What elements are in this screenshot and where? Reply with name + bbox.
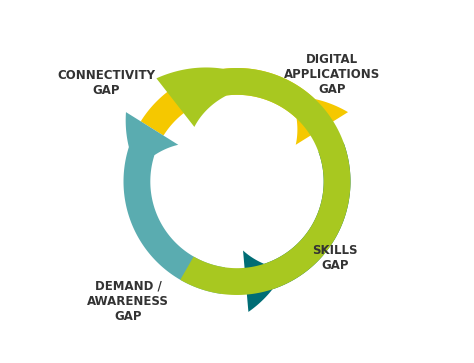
- Text: DIGITAL
APPLICATIONS
GAP: DIGITAL APPLICATIONS GAP: [283, 53, 380, 96]
- Text: DEMAND /
AWARENESS
GAP: DEMAND / AWARENESS GAP: [87, 280, 169, 323]
- Polygon shape: [124, 112, 225, 294]
- Polygon shape: [243, 143, 350, 312]
- Polygon shape: [156, 68, 350, 295]
- Text: SKILLS
GAP: SKILLS GAP: [312, 244, 358, 272]
- Polygon shape: [141, 68, 348, 145]
- Text: CONNECTIVITY
GAP: CONNECTIVITY GAP: [57, 69, 155, 97]
